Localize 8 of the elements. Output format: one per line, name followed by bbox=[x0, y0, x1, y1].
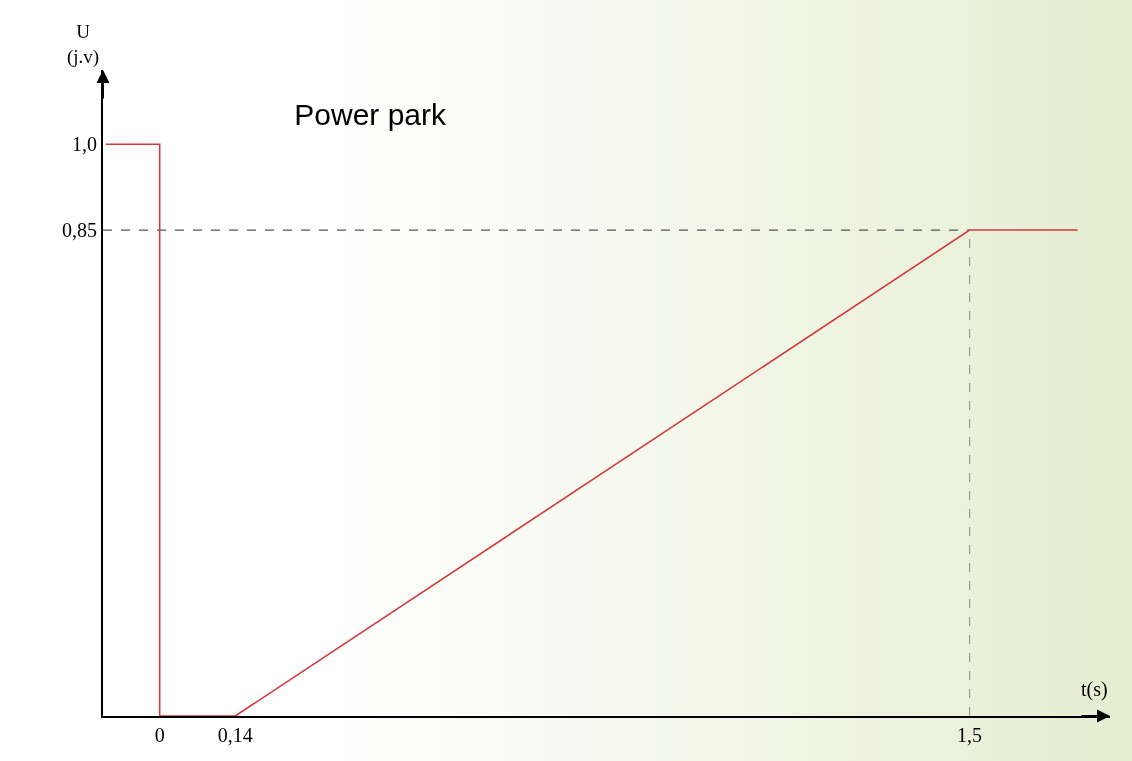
y-tick-label: 1,0 bbox=[72, 133, 97, 156]
x-tick-label: 1,5 bbox=[957, 724, 983, 746]
text: Power park bbox=[294, 97, 448, 131]
x-tick-label: 0,14 bbox=[217, 724, 253, 746]
y-tick-label: 0,85 bbox=[62, 219, 97, 242]
x-axis-title: t(s) bbox=[1081, 678, 1108, 701]
y-axis-title: U (j.v) bbox=[67, 21, 100, 68]
x-tick-label: 0 bbox=[154, 724, 165, 746]
